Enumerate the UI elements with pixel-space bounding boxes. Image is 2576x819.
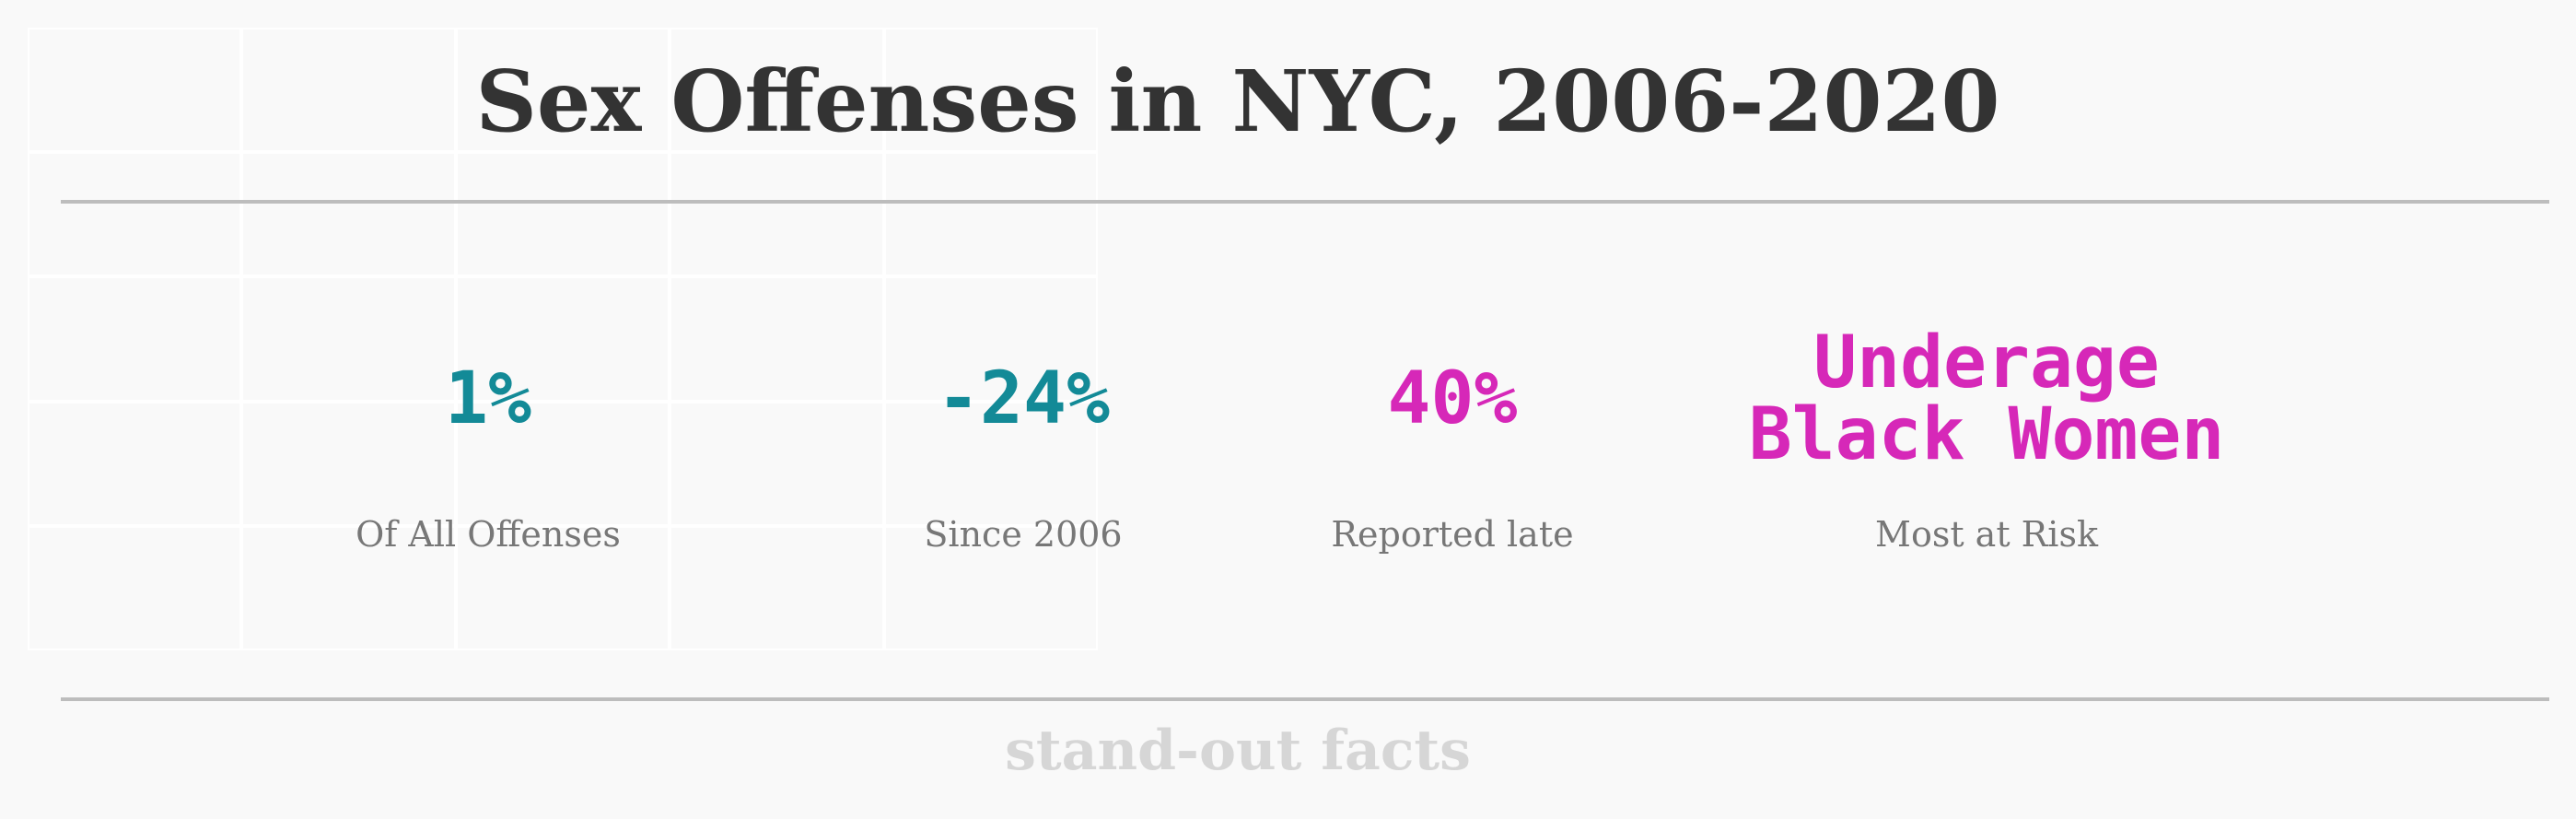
footer-caption: stand-out facts [0, 723, 2476, 778]
fact-label-most-at-risk: Most at Risk [1664, 517, 2309, 552]
fact-card-most-at-risk: Underage Black Women Most at Risk [1664, 327, 2309, 552]
top-divider [61, 200, 2549, 204]
fact-value-most-at-risk: Underage Black Women [1664, 327, 2309, 471]
bottom-divider [61, 697, 2549, 701]
page-title: Sex Offenses in NYC, 2006-2020 [0, 59, 2476, 144]
